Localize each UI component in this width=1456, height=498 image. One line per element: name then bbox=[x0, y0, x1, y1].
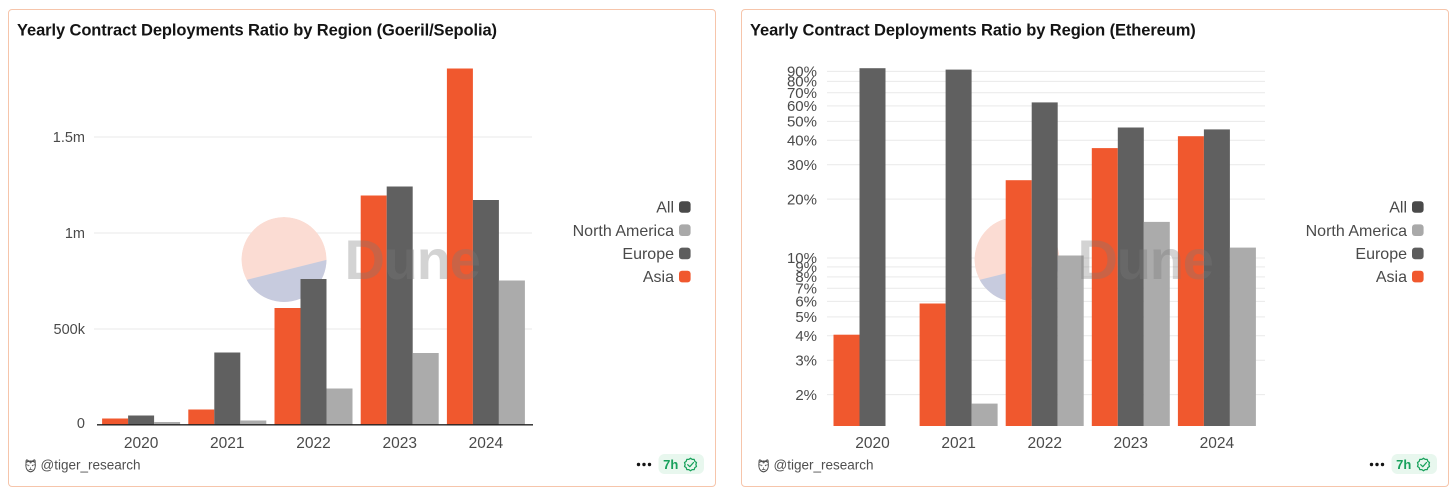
svg-text:8%: 8% bbox=[795, 269, 817, 286]
svg-text:2023: 2023 bbox=[1114, 435, 1148, 452]
svg-text:Dune: Dune bbox=[1078, 228, 1213, 291]
svg-text:9%: 9% bbox=[795, 259, 817, 276]
svg-text:2021: 2021 bbox=[210, 435, 244, 452]
svg-text:7h: 7h bbox=[1396, 457, 1411, 472]
svg-text:40%: 40% bbox=[787, 133, 817, 150]
svg-text:Asia: Asia bbox=[643, 269, 674, 286]
svg-text:Yearly Contract Deployments Ra: Yearly Contract Deployments Ratio by Reg… bbox=[17, 22, 497, 40]
svg-text:Dune: Dune bbox=[345, 228, 480, 291]
svg-text:30%: 30% bbox=[787, 157, 817, 174]
svg-text:All: All bbox=[1389, 200, 1407, 217]
svg-text:500k: 500k bbox=[54, 322, 86, 338]
svg-text:60%: 60% bbox=[787, 98, 817, 115]
svg-text:4%: 4% bbox=[795, 328, 817, 345]
svg-text:Yearly Contract Deployments Ra: Yearly Contract Deployments Ratio by Reg… bbox=[750, 22, 1196, 40]
svg-text:7%: 7% bbox=[795, 281, 817, 298]
svg-text:6%: 6% bbox=[795, 294, 817, 311]
svg-text:20%: 20% bbox=[787, 191, 817, 208]
svg-text:Europe: Europe bbox=[1355, 246, 1407, 263]
svg-text:3%: 3% bbox=[795, 352, 817, 369]
svg-text:0: 0 bbox=[77, 416, 85, 432]
svg-text:1m: 1m bbox=[65, 226, 85, 242]
svg-text:1.5m: 1.5m bbox=[53, 130, 85, 146]
svg-text:80%: 80% bbox=[787, 74, 817, 91]
svg-text:North America: North America bbox=[1306, 223, 1407, 240]
svg-text:2024: 2024 bbox=[469, 435, 504, 452]
svg-text:7h: 7h bbox=[663, 457, 678, 472]
svg-text:10%: 10% bbox=[787, 250, 817, 267]
svg-text:2020: 2020 bbox=[855, 435, 890, 452]
svg-text:2%: 2% bbox=[795, 387, 817, 404]
svg-text:2024: 2024 bbox=[1200, 435, 1235, 452]
svg-text:2022: 2022 bbox=[1027, 435, 1061, 452]
svg-text:2022: 2022 bbox=[296, 435, 330, 452]
svg-text:90%: 90% bbox=[787, 64, 817, 81]
svg-text:All: All bbox=[656, 200, 674, 217]
svg-text:2023: 2023 bbox=[382, 435, 416, 452]
svg-text:Europe: Europe bbox=[622, 246, 674, 263]
svg-text:@tiger_research: @tiger_research bbox=[41, 457, 141, 472]
svg-text:2021: 2021 bbox=[941, 435, 975, 452]
svg-text:70%: 70% bbox=[787, 85, 817, 102]
svg-text:@tiger_research: @tiger_research bbox=[774, 457, 874, 472]
svg-text:5%: 5% bbox=[795, 309, 817, 326]
svg-text:Asia: Asia bbox=[1376, 269, 1407, 286]
svg-text:North America: North America bbox=[573, 223, 674, 240]
svg-text:2020: 2020 bbox=[124, 435, 159, 452]
svg-text:50%: 50% bbox=[787, 114, 817, 131]
